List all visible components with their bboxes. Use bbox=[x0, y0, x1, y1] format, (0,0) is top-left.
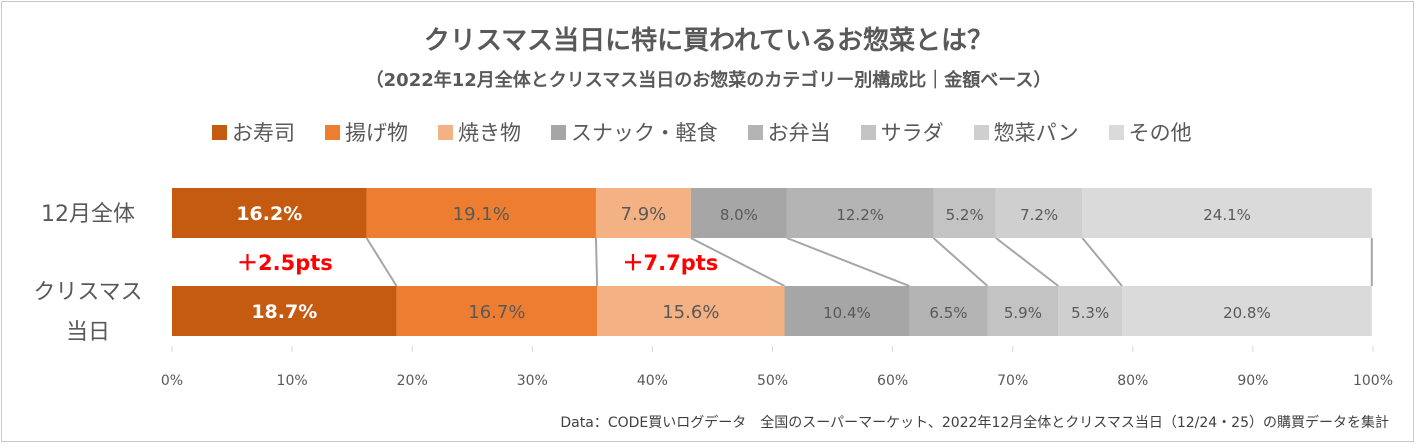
data-label: 5.2% bbox=[946, 206, 984, 224]
category-label: 当日 bbox=[66, 320, 110, 345]
bar-segment bbox=[933, 188, 996, 238]
data-label: 16.2% bbox=[236, 203, 302, 225]
legend-swatch bbox=[860, 124, 876, 140]
connector-line bbox=[594, 237, 599, 287]
legend-item: スナック・軽食 bbox=[551, 117, 718, 147]
bar-segment bbox=[1082, 188, 1372, 238]
annotation-label: ＋7.7pts bbox=[623, 251, 719, 275]
x-tick-label: 100% bbox=[1353, 373, 1393, 389]
legend-label: お寿司 bbox=[232, 121, 295, 145]
legend-label: 惣菜パン bbox=[993, 121, 1079, 145]
legend-label: 焼き物 bbox=[458, 121, 521, 145]
legend-swatch bbox=[1108, 124, 1124, 140]
x-tick-label: 70% bbox=[997, 373, 1028, 389]
data-label: 5.9% bbox=[1004, 304, 1042, 322]
legend-swatch bbox=[212, 124, 227, 140]
data-label: 12.2% bbox=[836, 206, 884, 224]
chart-title: クリスマス当日に特に買われているお惣菜とは？ bbox=[423, 26, 994, 56]
legend-item: 揚げ物 bbox=[325, 117, 408, 147]
data-label: 20.8% bbox=[1223, 304, 1271, 322]
legend-label: スナック・軽食 bbox=[571, 121, 718, 145]
bar-segment bbox=[1058, 286, 1122, 336]
legend-swatch bbox=[973, 124, 989, 140]
legend-swatch bbox=[438, 124, 453, 140]
data-label: 16.7% bbox=[468, 302, 525, 323]
legend-swatch bbox=[325, 124, 340, 140]
data-label: 10.4% bbox=[823, 304, 871, 322]
legend-label: 揚げ物 bbox=[345, 121, 408, 145]
bar-segment bbox=[595, 188, 691, 238]
data-label: 15.6% bbox=[662, 302, 719, 323]
legend-item: お弁当 bbox=[747, 117, 831, 147]
data-label: 18.7% bbox=[251, 301, 317, 323]
data-label: 7.2% bbox=[1020, 206, 1058, 224]
legend-label: サラダ bbox=[880, 121, 944, 145]
legend-item: 焼き物 bbox=[438, 117, 521, 147]
annotation-label: ＋2.5pts bbox=[237, 251, 333, 275]
bar-segment bbox=[784, 286, 910, 336]
legend-swatch bbox=[747, 124, 763, 140]
legend-item: 惣菜パン bbox=[973, 117, 1079, 147]
chart-subtitle: （2022年12月全体とクリスマス当日のお惣菜のカテゴリー別構成比｜金額ベース） bbox=[365, 70, 1052, 91]
bar-segment bbox=[995, 188, 1083, 238]
legend-item: サラダ bbox=[860, 117, 944, 147]
category-label: 12月全体 bbox=[41, 202, 135, 227]
connector-line bbox=[786, 237, 910, 287]
source-note: Data：CODE買いログデータ 全国のスーパーマーケット、2022年12月全体… bbox=[560, 415, 1389, 431]
x-tick-label: 80% bbox=[1117, 373, 1148, 389]
bar-segment bbox=[690, 188, 787, 238]
x-tick-label: 40% bbox=[637, 373, 668, 389]
x-tick-label: 90% bbox=[1237, 373, 1268, 389]
data-label: 7.9% bbox=[621, 204, 667, 225]
bar-segment bbox=[172, 286, 397, 336]
legend-swatch bbox=[551, 124, 566, 140]
bar-segment bbox=[909, 286, 988, 336]
x-tick-label: 0% bbox=[161, 373, 183, 389]
connector-line bbox=[932, 237, 989, 287]
data-label: 6.5% bbox=[929, 304, 967, 322]
bar-segment bbox=[1121, 286, 1372, 336]
connector-line bbox=[995, 237, 1059, 287]
category-label: クリスマス bbox=[33, 280, 142, 305]
bar-segment bbox=[786, 188, 934, 238]
data-label: 8.0% bbox=[720, 206, 758, 224]
data-label: 19.1% bbox=[453, 204, 510, 225]
bar-segment bbox=[366, 188, 596, 238]
legend-item: その他 bbox=[1108, 117, 1192, 147]
bar-segment bbox=[396, 286, 598, 336]
data-label: 5.3% bbox=[1071, 304, 1109, 322]
chart-legend: お寿司 揚げ物 焼き物 スナック・軽食 お弁当 サラダ 惣菜パン その他 bbox=[212, 116, 1222, 148]
bar-segment bbox=[172, 188, 367, 238]
x-tick-label: 50% bbox=[757, 373, 788, 389]
connector-line bbox=[365, 237, 398, 287]
connector-line bbox=[690, 237, 785, 287]
x-tick-label: 10% bbox=[277, 373, 308, 389]
bar-segment bbox=[597, 286, 785, 336]
legend-label: お弁当 bbox=[767, 121, 831, 145]
x-tick-label: 30% bbox=[517, 373, 548, 389]
data-label: 24.1% bbox=[1203, 206, 1251, 224]
connector-line bbox=[1081, 237, 1123, 287]
bar-segment bbox=[987, 286, 1059, 336]
legend-label: その他 bbox=[1128, 121, 1192, 145]
legend-item: お寿司 bbox=[212, 117, 295, 147]
x-tick-label: 20% bbox=[397, 373, 428, 389]
x-tick-label: 60% bbox=[877, 373, 908, 389]
